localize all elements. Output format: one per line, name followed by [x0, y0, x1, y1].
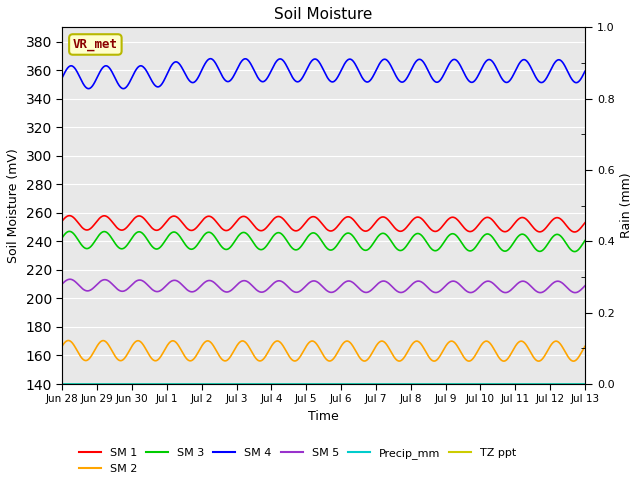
Title: Soil Moisture: Soil Moisture: [275, 7, 373, 22]
Legend: SM 1, SM 2, SM 3, SM 4, SM 5, Precip_mm, TZ ppt: SM 1, SM 2, SM 3, SM 4, SM 5, Precip_mm,…: [74, 444, 521, 479]
Y-axis label: Soil Moisture (mV): Soil Moisture (mV): [7, 148, 20, 263]
X-axis label: Time: Time: [308, 410, 339, 423]
Y-axis label: Rain (mm): Rain (mm): [620, 173, 633, 239]
Text: VR_met: VR_met: [73, 38, 118, 51]
